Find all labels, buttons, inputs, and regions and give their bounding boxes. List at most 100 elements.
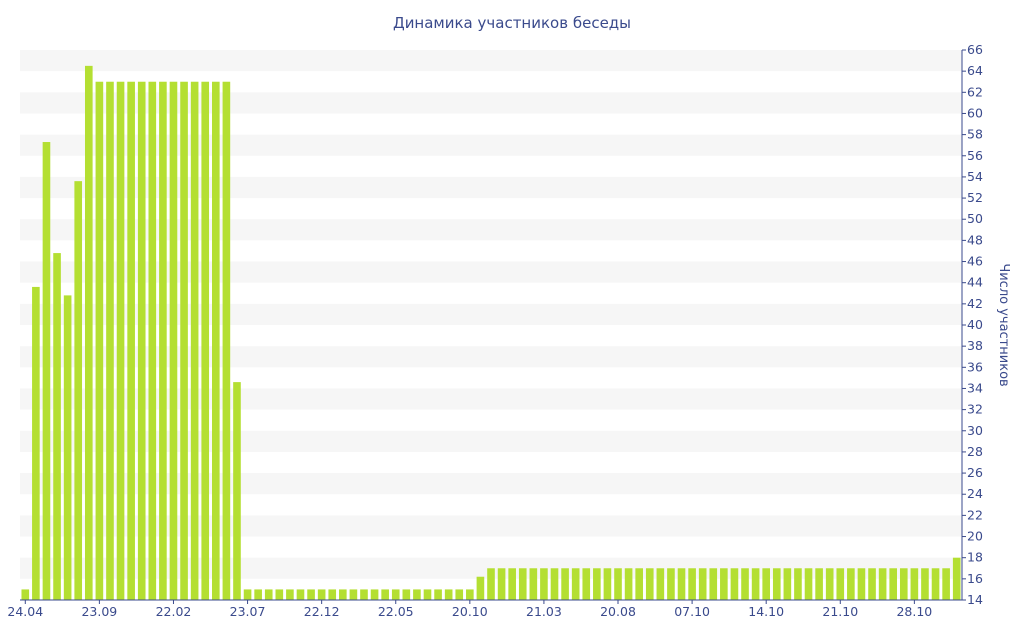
bar[interactable]: [349, 589, 358, 600]
bar[interactable]: [63, 295, 72, 600]
bar[interactable]: [497, 568, 506, 600]
bar[interactable]: [889, 568, 898, 600]
bar[interactable]: [730, 568, 739, 600]
bar[interactable]: [720, 568, 728, 600]
bar[interactable]: [667, 568, 675, 600]
x-tick-label: 22.02: [156, 604, 192, 619]
bar[interactable]: [762, 568, 771, 600]
bar[interactable]: [339, 589, 347, 600]
bar[interactable]: [423, 589, 432, 600]
bar[interactable]: [455, 589, 464, 600]
bar[interactable]: [614, 568, 622, 600]
y-tick-label: 34: [967, 380, 983, 395]
bar[interactable]: [783, 568, 792, 600]
bar[interactable]: [698, 568, 707, 600]
bar[interactable]: [847, 568, 855, 600]
bar[interactable]: [413, 589, 421, 600]
bar[interactable]: [116, 81, 125, 600]
bar[interactable]: [857, 568, 866, 600]
y-axis-label: Число участников: [996, 263, 1011, 386]
bar[interactable]: [434, 589, 442, 600]
bar[interactable]: [74, 181, 83, 600]
bar[interactable]: [688, 568, 696, 600]
bar[interactable]: [825, 568, 834, 600]
bar[interactable]: [561, 568, 569, 600]
bar[interactable]: [878, 568, 887, 600]
bar[interactable]: [794, 568, 802, 600]
bar[interactable]: [137, 81, 146, 600]
y-tick-label: 26: [967, 465, 983, 480]
bar[interactable]: [169, 81, 178, 600]
grid-bands: [20, 50, 962, 579]
bar[interactable]: [476, 576, 485, 600]
bar[interactable]: [772, 568, 781, 600]
bar[interactable]: [518, 568, 527, 600]
bar[interactable]: [21, 589, 30, 600]
bar[interactable]: [127, 81, 135, 600]
bar[interactable]: [286, 589, 294, 600]
bar[interactable]: [159, 81, 167, 600]
bar[interactable]: [952, 557, 961, 600]
y-tick-label: 30: [967, 423, 983, 438]
bar[interactable]: [201, 81, 210, 600]
bar[interactable]: [571, 568, 580, 600]
bar[interactable]: [603, 568, 612, 600]
bar[interactable]: [233, 382, 241, 600]
bar[interactable]: [211, 81, 220, 600]
bar[interactable]: [264, 589, 273, 600]
bar[interactable]: [243, 589, 252, 600]
bar[interactable]: [444, 589, 453, 600]
bar[interactable]: [296, 589, 305, 600]
bar[interactable]: [529, 568, 538, 600]
bar[interactable]: [508, 568, 516, 600]
bar[interactable]: [751, 568, 760, 600]
bar[interactable]: [32, 286, 40, 600]
bar[interactable]: [381, 589, 389, 600]
bar[interactable]: [360, 589, 368, 600]
bar[interactable]: [275, 589, 284, 600]
bar[interactable]: [656, 568, 665, 600]
bar[interactable]: [53, 253, 61, 601]
bar[interactable]: [593, 568, 601, 600]
bar[interactable]: [741, 568, 749, 600]
bar[interactable]: [550, 568, 559, 600]
bar[interactable]: [910, 568, 919, 600]
bar[interactable]: [42, 142, 51, 600]
bar[interactable]: [487, 568, 495, 600]
bar[interactable]: [317, 589, 326, 600]
bar[interactable]: [402, 589, 411, 600]
bar[interactable]: [190, 81, 199, 600]
y-tick-label: 20: [967, 529, 983, 544]
bar[interactable]: [645, 568, 654, 600]
bar[interactable]: [540, 568, 548, 600]
bar[interactable]: [709, 568, 718, 600]
bar[interactable]: [815, 568, 823, 600]
bar[interactable]: [84, 65, 93, 601]
bar[interactable]: [868, 568, 876, 600]
bar[interactable]: [254, 589, 262, 600]
y-tick-label: 48: [967, 232, 983, 247]
bar[interactable]: [921, 568, 929, 600]
bar[interactable]: [148, 81, 157, 600]
bar[interactable]: [328, 589, 337, 600]
bar[interactable]: [942, 568, 950, 600]
bar[interactable]: [804, 568, 813, 600]
bar[interactable]: [582, 568, 591, 600]
bar[interactable]: [95, 81, 104, 600]
bar[interactable]: [624, 568, 633, 600]
bar[interactable]: [307, 589, 315, 600]
bar[interactable]: [466, 589, 474, 600]
grid-band: [20, 219, 962, 241]
bar[interactable]: [677, 568, 686, 600]
bar[interactable]: [899, 568, 908, 600]
bar[interactable]: [222, 81, 231, 600]
y-tick-label: 16: [967, 571, 983, 586]
bar[interactable]: [931, 568, 940, 600]
bar[interactable]: [635, 568, 643, 600]
bar[interactable]: [836, 568, 845, 600]
bar[interactable]: [370, 589, 379, 600]
bar[interactable]: [106, 81, 114, 600]
bar[interactable]: [180, 81, 188, 600]
bar[interactable]: [391, 589, 400, 600]
